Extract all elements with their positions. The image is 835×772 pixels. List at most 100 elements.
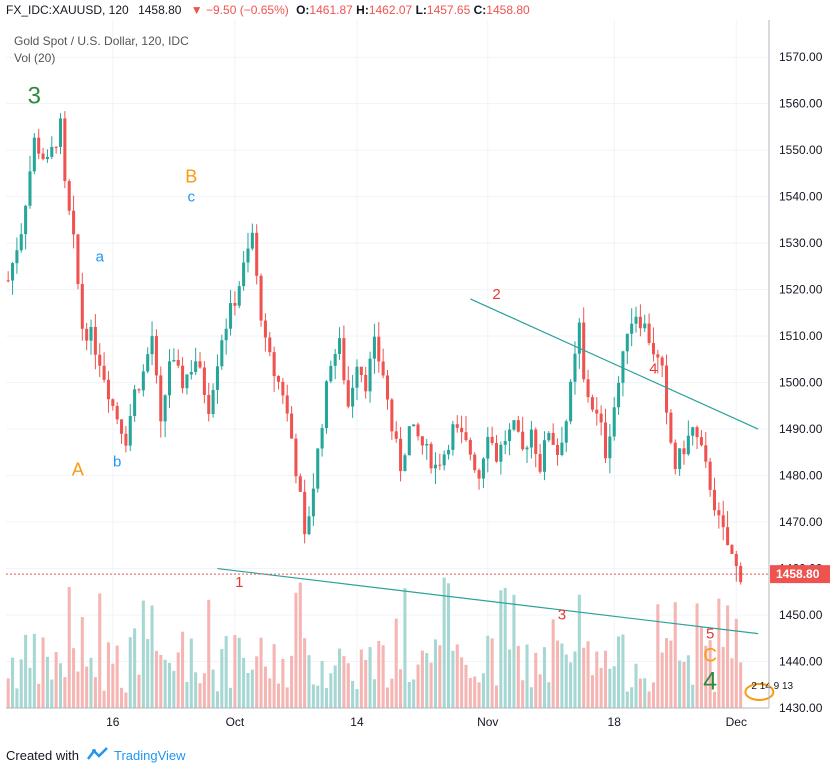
candle-body: [481, 458, 485, 479]
candle-body: [163, 395, 167, 422]
volume-bar: [50, 679, 54, 708]
event-icon: [744, 683, 775, 701]
open-label: O:: [296, 3, 310, 17]
candle-body: [377, 336, 381, 362]
candle-body: [494, 443, 499, 462]
candle-body: [547, 432, 551, 441]
volume-bar: [120, 687, 124, 708]
candle-body: [111, 399, 115, 406]
y-tick-label: 1500.00: [779, 376, 823, 390]
candle-body: [54, 146, 58, 148]
volume-bar: [516, 645, 520, 708]
candle-body: [403, 455, 407, 472]
candle-body: [98, 354, 102, 366]
y-tick-label: 1570.00: [779, 50, 823, 64]
candle-body: [189, 372, 193, 375]
volume-bar: [481, 673, 485, 708]
candle-body: [634, 316, 638, 324]
volume-bar: [115, 645, 119, 708]
candle-body: [346, 380, 350, 407]
volume-bar: [364, 660, 368, 708]
volume-bar: [37, 683, 41, 708]
candle-body: [150, 336, 154, 355]
wave-label: 5: [706, 625, 714, 642]
volume-bar: [730, 658, 734, 708]
candle-body: [739, 566, 743, 583]
candle-body: [15, 250, 19, 264]
candle-body: [202, 367, 206, 395]
volume-bar: [691, 684, 695, 708]
candle-body: [734, 553, 738, 567]
volume-bar: [133, 628, 137, 708]
candle-body: [93, 326, 97, 355]
candle-body: [50, 146, 54, 157]
candle-body: [102, 365, 106, 380]
candle-body: [420, 436, 424, 446]
candle-body: [198, 361, 202, 368]
candle-body: [534, 429, 538, 454]
tradingview-brand[interactable]: TradingView: [114, 748, 186, 763]
volume-bar: [678, 660, 682, 708]
volume-bar: [246, 672, 250, 708]
candle-body: [538, 453, 542, 472]
tradingview-logo-icon[interactable]: [86, 742, 109, 772]
volume-bar: [529, 687, 533, 708]
volume-bar: [207, 599, 211, 708]
candle-body: [429, 443, 433, 469]
volume-bar: [28, 667, 32, 708]
y-tick-label: 1450.00: [779, 608, 823, 622]
candle-body: [669, 412, 673, 443]
volume-bar: [237, 637, 241, 708]
candle-body: [76, 234, 80, 284]
volume-bar: [263, 666, 267, 708]
volume-bar: [651, 682, 655, 708]
candle-body: [455, 424, 459, 428]
candle-body: [176, 359, 180, 366]
candles: [6, 111, 743, 585]
volume-bar: [242, 657, 246, 708]
candle-body: [416, 424, 420, 437]
volume-bar: [673, 602, 677, 708]
volume-bar: [704, 645, 708, 708]
candle-body: [194, 361, 198, 373]
volume-legend: Vol (20): [14, 51, 55, 65]
volume-bar: [106, 642, 110, 708]
volume-bar: [542, 647, 546, 708]
volume-bar: [285, 687, 289, 708]
volume-bar: [159, 654, 163, 708]
candle-body: [32, 137, 36, 172]
volume-bar: [599, 667, 603, 708]
candle-body: [451, 424, 455, 450]
candle-body: [686, 435, 690, 455]
candle-body: [368, 358, 372, 392]
volume-bar: [194, 672, 198, 708]
volume-bar: [268, 678, 272, 708]
y-tick-label: 1530.00: [779, 236, 823, 250]
candle-body: [259, 275, 263, 321]
candle-body: [385, 375, 390, 400]
wave-label: 3: [28, 83, 41, 110]
candle-body: [237, 286, 241, 306]
candle-body: [551, 432, 555, 445]
candle-body: [516, 420, 520, 432]
volume-bar: [185, 681, 189, 708]
candle-body: [207, 394, 211, 415]
volume-bar: [486, 635, 490, 708]
x-tick-label: 18: [608, 715, 622, 729]
volume-bar: [608, 668, 612, 708]
volume-bar: [494, 685, 499, 708]
wave-label: 2: [492, 286, 500, 303]
volume-bar: [32, 633, 36, 708]
volume-bar: [45, 656, 49, 708]
candle-body: [651, 342, 655, 355]
candle-body: [708, 461, 712, 490]
volume-bar: [438, 645, 442, 708]
candle-body: [560, 442, 564, 455]
volume-bar: [41, 637, 45, 708]
candle-body: [324, 381, 328, 429]
symbol-line[interactable]: FX_IDC:XAUUSD, 120: [6, 3, 129, 17]
volume-bar: [211, 669, 215, 708]
volume-bar: [564, 654, 568, 708]
candle-body: [647, 323, 651, 343]
